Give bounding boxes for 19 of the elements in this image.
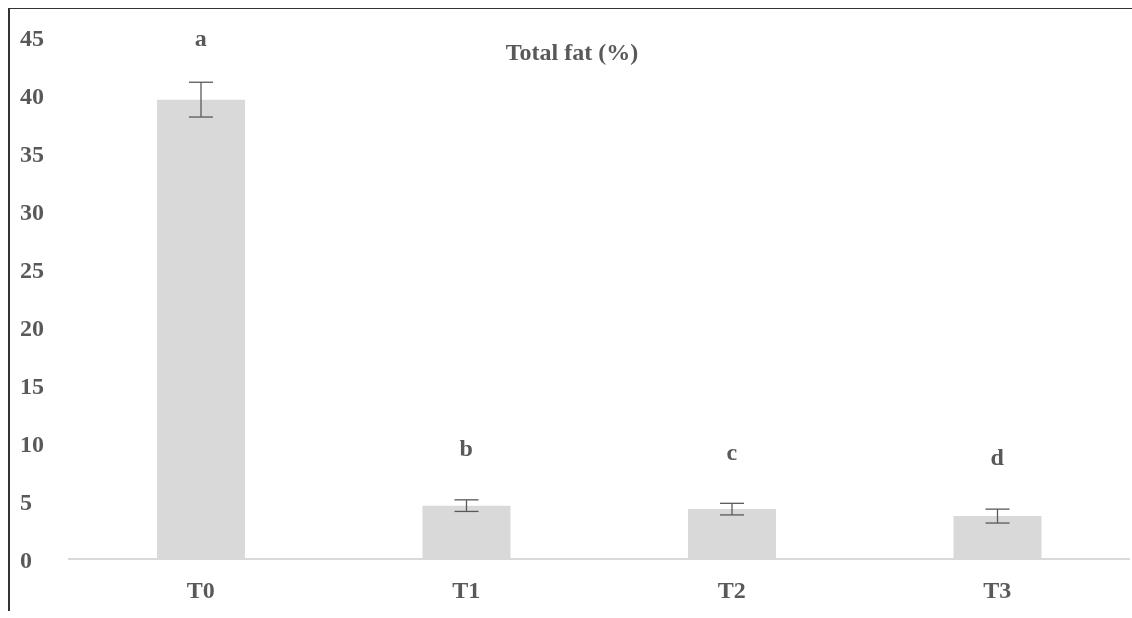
x-tick-label: T3 (983, 577, 1012, 604)
y-tick-label: 10 (20, 430, 44, 457)
y-tick-label: 0 (20, 546, 32, 573)
x-tick-label: T2 (717, 577, 746, 604)
y-tick-label: 45 (20, 24, 44, 51)
annotation: b (459, 435, 473, 462)
annotation: c (726, 438, 738, 465)
chart-title: Total fat (%) (505, 39, 639, 65)
y-tick-label: 25 (20, 256, 44, 283)
y-tick-label: 15 (20, 372, 44, 399)
y-tick-label: 5 (20, 488, 32, 515)
x-tick-label: T0 (186, 577, 215, 604)
y-tick-label: 40 (20, 82, 44, 109)
annotation: d (990, 444, 1005, 471)
annotation: a (194, 24, 207, 51)
y-tick-label: 20 (20, 314, 44, 341)
y-tick-label: 35 (20, 140, 44, 167)
y-tick-label: 30 (20, 198, 44, 225)
x-tick-label: T1 (452, 577, 481, 604)
